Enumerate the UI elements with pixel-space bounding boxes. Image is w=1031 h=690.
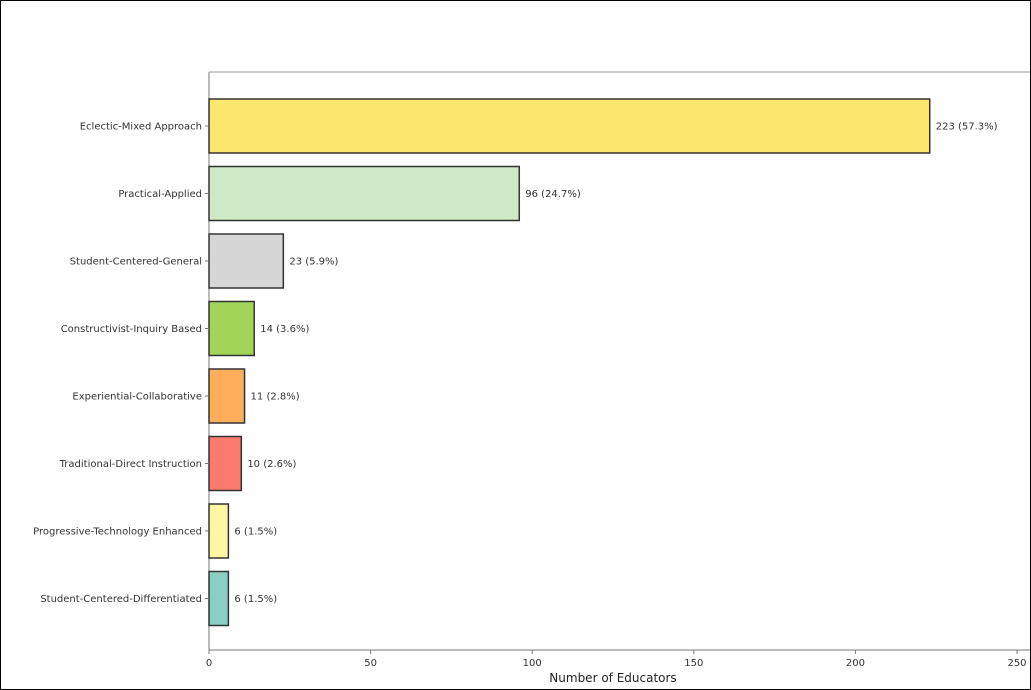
data-label: 23 (5.9%) xyxy=(289,257,338,268)
data-label: 6 (1.5%) xyxy=(234,527,277,538)
data-label: 11 (2.8%) xyxy=(251,392,300,403)
data-labels: 223 (57.3%) 96 (24.7%) 23 (5.9%) 14 (3.6%) 1… xyxy=(234,122,997,606)
x-tick-label: 250 xyxy=(1007,658,1026,669)
bar-3 xyxy=(208,233,285,289)
data-label: 96 (24.7%) xyxy=(525,189,581,200)
bar-1 xyxy=(208,98,931,154)
data-label: 6 (1.5%) xyxy=(234,594,277,605)
y-tick-label: Experiential-Collaborative xyxy=(72,392,202,403)
x-ticks: 0 50 100 150 200 250 xyxy=(206,650,1027,669)
y-tick-label: Traditional-Direct Instruction xyxy=(59,459,202,470)
axes xyxy=(208,71,1030,651)
bar-2 xyxy=(208,165,521,222)
y-tick-label: Student-Centered-General xyxy=(70,257,202,268)
y-tick-label: Student-Centered-Differentiated xyxy=(40,594,202,605)
bar-4 xyxy=(208,300,255,357)
bar-8 xyxy=(208,570,230,627)
y-tick-label: Practical-Applied xyxy=(118,189,202,200)
data-label: 10 (2.6%) xyxy=(247,459,296,470)
bar-7 xyxy=(208,503,230,559)
x-tick-label: 0 xyxy=(206,658,212,669)
data-label: 14 (3.6%) xyxy=(260,324,309,335)
x-tick-label: 150 xyxy=(684,658,703,669)
bar-6 xyxy=(208,435,243,492)
y-tick-label: Progressive-Technology Enhanced xyxy=(33,527,202,538)
y-tick-label: Eclectic-Mixed Approach xyxy=(80,122,202,133)
x-axis-title: Number of Educators xyxy=(549,671,676,685)
y-ticks: Eclectic-Mixed Approach Practical-Applied… xyxy=(33,122,209,605)
x-tick-label: 100 xyxy=(523,658,542,669)
data-label: 223 (57.3%) xyxy=(936,122,998,133)
x-tick-label: 200 xyxy=(846,658,865,669)
bar-5 xyxy=(208,368,246,424)
y-tick-label: Constructivist-Inquiry Based xyxy=(61,324,202,335)
bars xyxy=(208,98,931,627)
x-tick-label: 50 xyxy=(364,658,377,669)
